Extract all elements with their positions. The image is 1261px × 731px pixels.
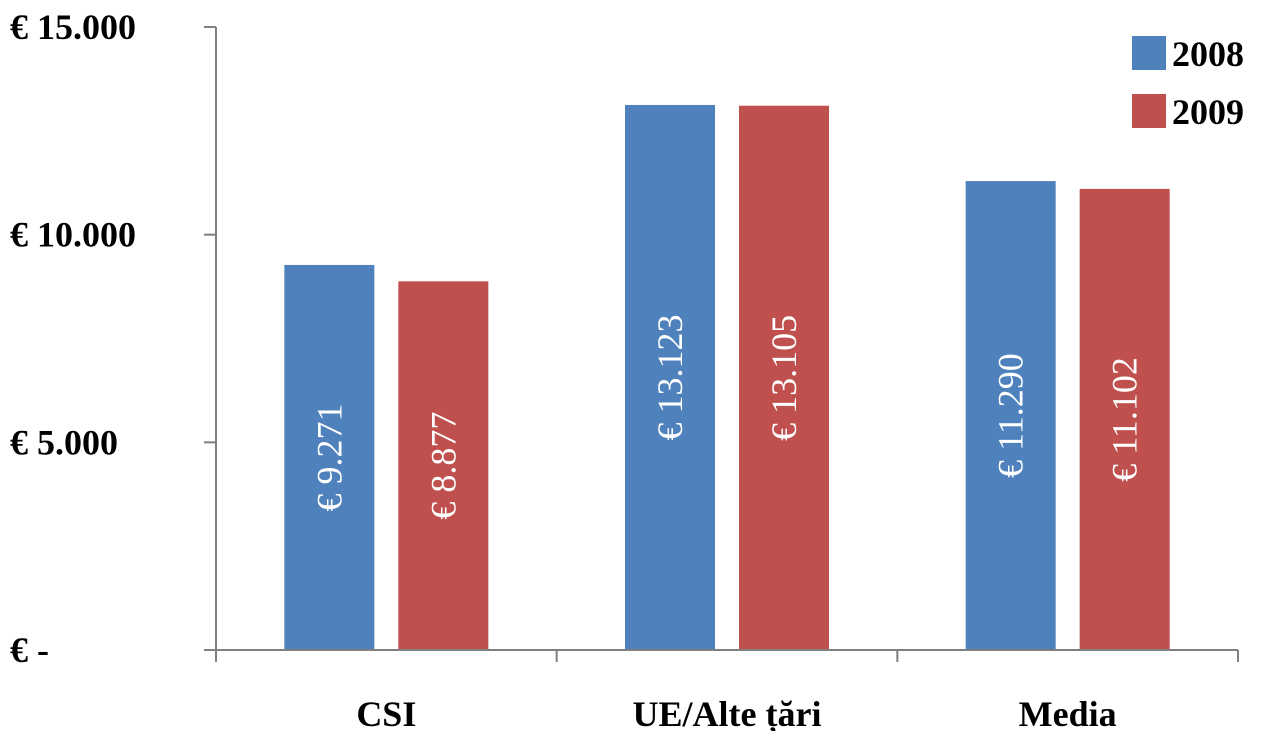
bar <box>1079 188 1170 651</box>
y-tick-label: € - <box>10 630 49 670</box>
bar-data-label: € 9.271 <box>309 403 349 511</box>
axes-layer: € - € 5.000 € 10.000 € 15.000 CSI UE/Alte țăr… <box>10 7 1239 731</box>
legend-swatch <box>1132 94 1166 128</box>
data-labels-layer: € 9.271 € 8.877 € 13.123 € 13.105 € 11.290 € … <box>309 314 1144 519</box>
y-tick-label: € 15.000 <box>10 7 136 47</box>
legend-label: 2009 <box>1172 92 1244 132</box>
x-tick-label: UE/Alte țări <box>633 694 822 731</box>
bars-layer <box>284 104 1170 651</box>
bar-data-label: € 13.123 <box>650 314 690 440</box>
bar <box>284 264 375 650</box>
bar-data-label: € 8.877 <box>423 412 463 520</box>
bar <box>625 104 715 650</box>
bar <box>398 281 489 650</box>
legend-swatch <box>1132 36 1166 70</box>
y-tick-label: € 5.000 <box>10 422 118 462</box>
y-tick-label: € 10.000 <box>10 215 136 255</box>
bar <box>965 181 1056 650</box>
bar <box>739 105 829 650</box>
x-tick-label: CSI <box>356 694 416 731</box>
x-tick-label: Media <box>1019 694 1117 731</box>
bar-data-label: € 13.105 <box>764 315 804 441</box>
legend-label: 2008 <box>1172 34 1244 74</box>
legend: 2008 2009 <box>1132 34 1244 132</box>
bar-data-label: € 11.290 <box>991 353 1031 478</box>
bar-data-label: € 11.102 <box>1105 357 1145 482</box>
